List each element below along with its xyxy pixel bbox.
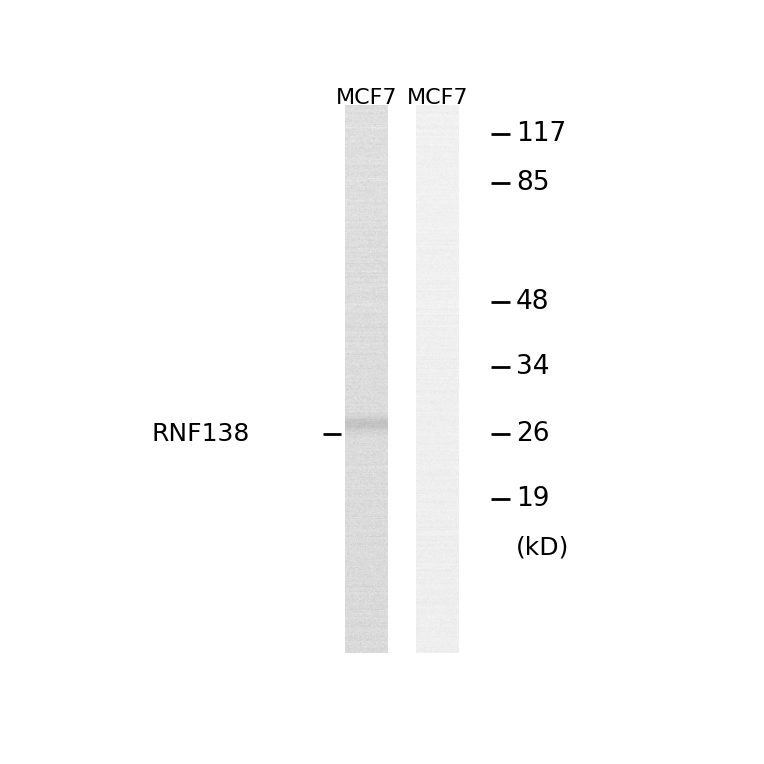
Text: 34: 34 xyxy=(516,354,549,380)
Text: 85: 85 xyxy=(516,170,549,196)
Text: MCF7: MCF7 xyxy=(336,88,397,108)
Text: 117: 117 xyxy=(516,121,566,147)
Text: 26: 26 xyxy=(516,421,549,447)
Text: MCF7: MCF7 xyxy=(407,88,468,108)
Text: (kD): (kD) xyxy=(516,536,569,559)
Text: RNF138: RNF138 xyxy=(151,422,249,446)
Text: 48: 48 xyxy=(516,290,549,316)
Text: 19: 19 xyxy=(516,487,549,513)
